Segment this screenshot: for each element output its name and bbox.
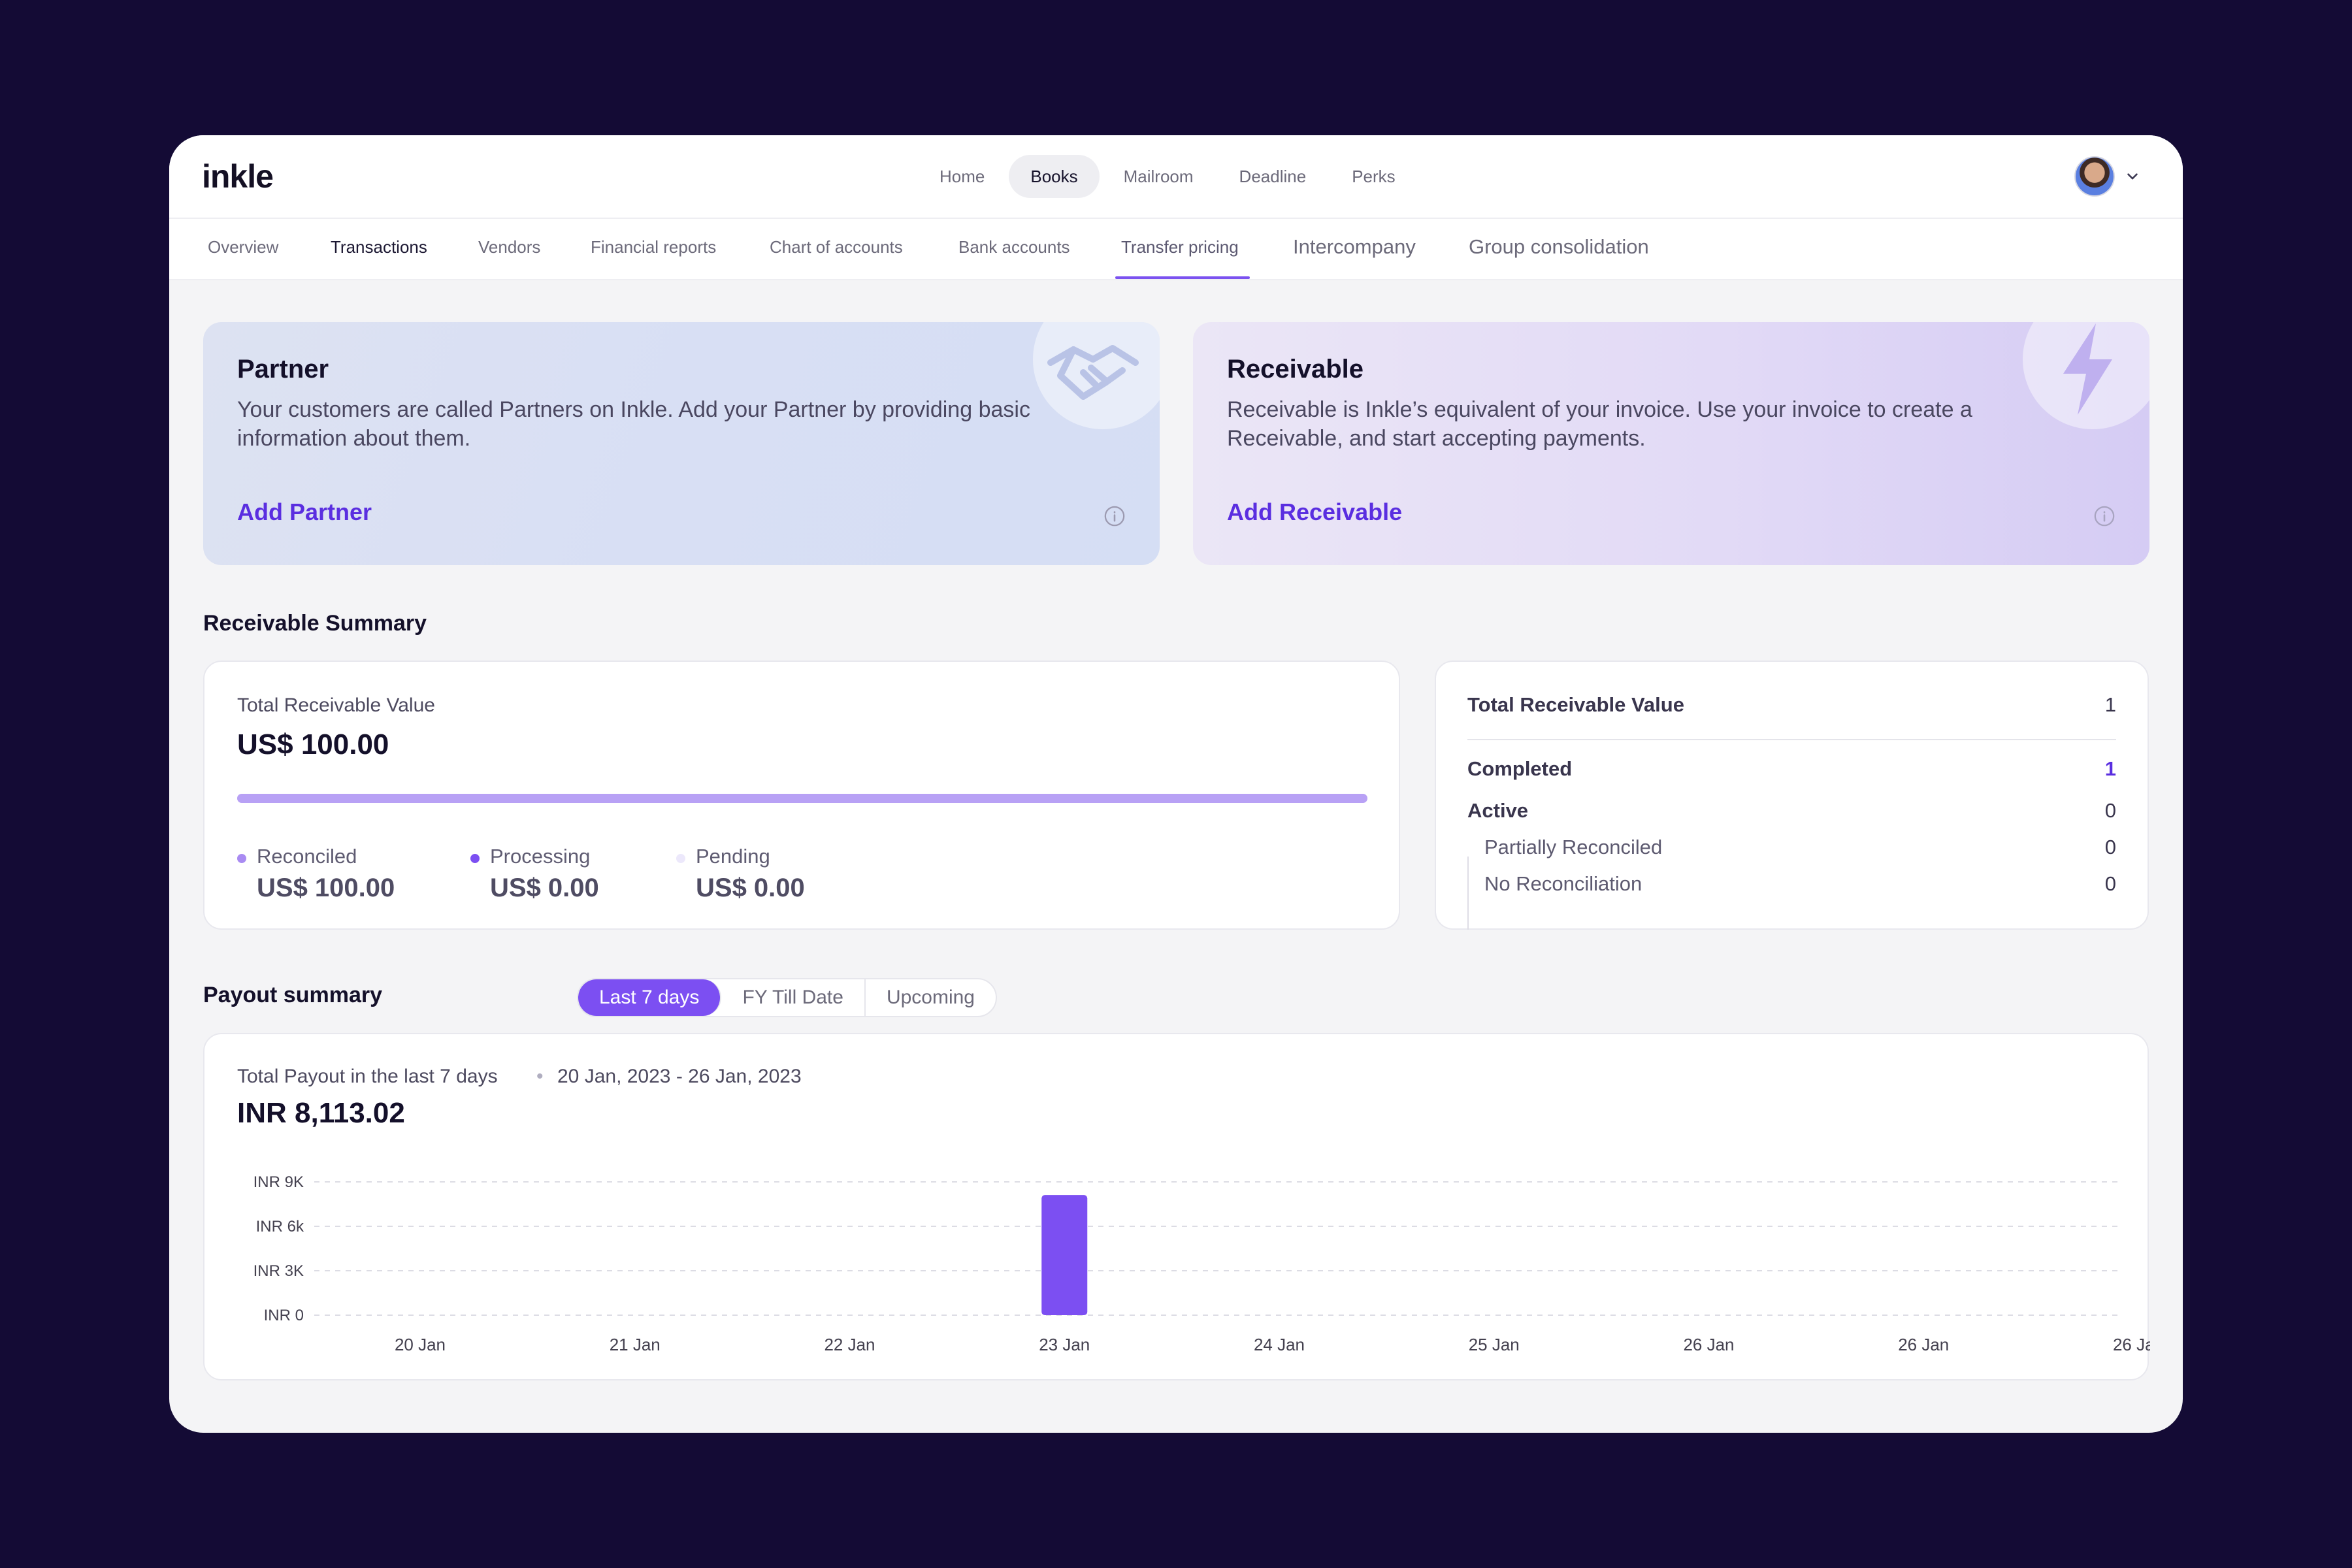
payout-chart-card: Total Payout in the last 7 days • 20 Jan… <box>203 1033 2150 1380</box>
nav-home[interactable]: Home <box>939 167 985 186</box>
y-tick-label: INR 6k <box>256 1218 304 1235</box>
payout-total-label: Total Payout in the last 7 days <box>237 1066 498 1087</box>
partner-card: Partner Your customers are called Partne… <box>203 322 1160 565</box>
status-active-row: Active 0 <box>1467 799 2116 825</box>
nav-books[interactable]: Books <box>1009 155 1100 198</box>
tree-line <box>1467 857 1469 930</box>
nav-perks[interactable]: Perks <box>1352 167 1396 186</box>
status-total-label: Total Receivable Value <box>1467 693 1684 716</box>
status-partial-count: 0 <box>2104 836 2116 858</box>
add-partner-link[interactable]: Add Partner <box>237 498 372 525</box>
receivable-title: Receivable <box>1227 355 1364 384</box>
progress-fill-reconciled <box>237 794 1367 803</box>
status-norec-count: 0 <box>2104 872 2116 895</box>
bar-23-jan[interactable] <box>1041 1195 1088 1315</box>
status-active-label: Active <box>1467 799 1529 822</box>
receivable-card: Receivable Receivable is Inkle’s equival… <box>1193 322 2149 565</box>
tab-overview[interactable]: Overview <box>208 237 279 257</box>
partner-description: Your customers are called Partners on In… <box>237 397 1030 451</box>
x-tick-label: 24 Jan <box>1254 1335 1305 1354</box>
x-tick-label: 20 Jan <box>395 1335 446 1354</box>
total-receivable-label: Total Receivable Value <box>237 694 435 716</box>
status-partial-label: Partially Reconciled <box>1484 836 1663 858</box>
status-total-count: 1 <box>2104 693 2116 716</box>
tab-group-consolidation[interactable]: Group consolidation <box>1469 235 1649 258</box>
x-tick-label: 26 Jan <box>1898 1335 1949 1354</box>
tab-financial-reports[interactable]: Financial reports <box>591 237 717 257</box>
nav-mailroom[interactable]: Mailroom <box>1123 167 1194 186</box>
main-nav: Home Books Mailroom Deadline Perks <box>918 155 1420 198</box>
active-tab-indicator <box>1115 276 1250 279</box>
total-receivable-value: US$ 100.00 <box>237 728 389 760</box>
receivable-status-card: Total Receivable Value 1 Completed 1 Act… <box>1435 661 2149 930</box>
status-partial-row: Partially Reconciled 0 <box>1467 836 2116 862</box>
books-subnav: Overview Transactions Vendors Financial … <box>169 219 2183 280</box>
inkle-logo[interactable]: inkle <box>202 158 274 195</box>
x-tick-label: 23 Jan <box>1039 1335 1090 1354</box>
payout-bar-chart: INR 0 INR 3K INR 6k INR 9K 20 Jan 21 Jan 22 Ja… <box>253 1173 2150 1354</box>
legend-label: Processing <box>490 845 591 868</box>
payout-summary-title: Payout summary <box>203 983 382 1007</box>
legend-label: Pending <box>696 845 770 868</box>
x-tick-label: 25 Jan <box>1469 1335 1520 1354</box>
tab-upcoming[interactable]: Upcoming <box>886 987 975 1008</box>
partner-title: Partner <box>237 355 329 384</box>
x-tick-label: 26 Jan <box>1683 1335 1734 1354</box>
x-tick-label: 22 Jan <box>824 1335 875 1354</box>
y-tick-label: INR 9K <box>253 1173 304 1191</box>
x-tick-label: 21 Jan <box>610 1335 661 1354</box>
tab-bank-accounts[interactable]: Bank accounts <box>958 237 1070 257</box>
separator-dot: • <box>536 1066 544 1087</box>
info-icon[interactable] <box>1103 505 1126 527</box>
receivable-value-card: Total Receivable Value US$ 100.00 Reconc… <box>203 661 1400 930</box>
tab-intercompany[interactable]: Intercompany <box>1293 235 1416 258</box>
status-completed-row: Completed 1 <box>1467 757 2116 783</box>
app-window: inkle Home Books Mailroom Deadline Perks… <box>169 135 2183 1433</box>
user-menu[interactable] <box>2074 156 2141 197</box>
payout-date-range: 20 Jan, 2023 - 26 Jan, 2023 <box>557 1066 802 1087</box>
payout-period-tabs: Last 7 days FY Till Date Upcoming <box>577 978 997 1017</box>
status-norec-label: No Reconciliation <box>1484 872 1642 895</box>
chevron-down-icon[interactable] <box>2124 168 2141 185</box>
status-active-count: 0 <box>2104 799 2116 822</box>
tab-transactions[interactable]: Transactions <box>331 237 427 257</box>
legend-dot <box>470 854 480 863</box>
y-tick-label: INR 3K <box>253 1262 304 1280</box>
divider <box>1467 739 2116 740</box>
status-completed-count: 1 <box>2104 757 2116 780</box>
status-norec-row: No Reconciliation 0 <box>1467 872 2116 898</box>
legend-value: US$ 100.00 <box>257 874 395 902</box>
status-completed-label: Completed <box>1467 757 1573 780</box>
avatar[interactable] <box>2074 156 2115 197</box>
tab-transfer-pricing[interactable]: Transfer pricing <box>1121 237 1239 257</box>
receivable-progress-bar <box>237 794 1367 803</box>
x-tick-label: 26 Jan <box>2113 1335 2150 1354</box>
tab-vendors[interactable]: Vendors <box>478 237 541 257</box>
y-tick-label: INR 0 <box>264 1307 304 1324</box>
payout-total-value: INR 8,113.02 <box>237 1097 405 1129</box>
add-receivable-link[interactable]: Add Receivable <box>1227 498 1403 525</box>
tab-last-7-days[interactable]: Last 7 days <box>578 979 722 1016</box>
legend-dot <box>237 854 246 863</box>
receivable-summary-title: Receivable Summary <box>203 611 427 636</box>
receivable-description: Receivable is Inkle’s equivalent of your… <box>1227 397 1972 451</box>
tab-fy-till-date[interactable]: FY Till Date <box>721 979 866 1016</box>
status-total-row: Total Receivable Value 1 <box>1467 693 2116 719</box>
legend-value: US$ 0.00 <box>696 874 805 902</box>
legend-dot <box>676 854 685 863</box>
legend-value: US$ 0.00 <box>490 874 599 902</box>
info-icon[interactable] <box>2093 505 2115 527</box>
nav-deadline[interactable]: Deadline <box>1239 167 1307 186</box>
tab-chart-of-accounts[interactable]: Chart of accounts <box>770 237 903 257</box>
legend-label: Reconciled <box>257 845 357 868</box>
top-bar: inkle Home Books Mailroom Deadline Perks <box>169 135 2183 219</box>
